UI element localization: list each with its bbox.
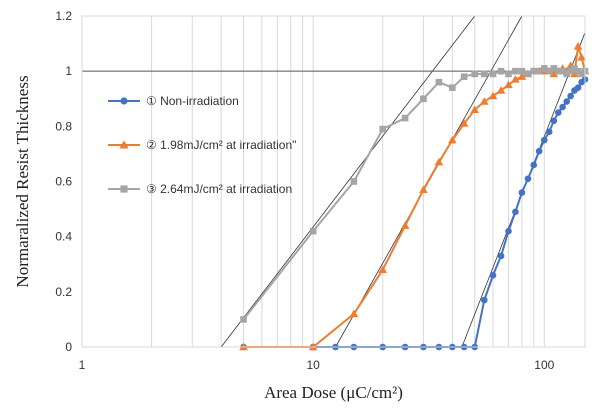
data-point (577, 53, 586, 61)
data-point (239, 342, 248, 351)
data-point (496, 86, 506, 94)
y-tick-label: 0.4 (55, 230, 72, 244)
data-point (550, 117, 558, 125)
data-point (549, 69, 559, 78)
data-point (550, 65, 558, 72)
series-2 (239, 42, 590, 351)
data-point (567, 92, 574, 100)
legend: ① Non-irradiation ② 1.98mJ/cm² at irradia… (108, 94, 296, 196)
legend-item: ③ 2.64mJ/cm² at irradiation (108, 182, 292, 196)
y-tick-label: 0.6 (55, 175, 72, 189)
data-point (488, 91, 498, 100)
data-point (545, 128, 553, 136)
data-point (401, 114, 409, 122)
data-point (535, 67, 543, 75)
data-point (435, 78, 443, 86)
series-group (239, 42, 590, 351)
data-point (559, 103, 566, 111)
x-axis-label: Area Dose (μC/cm²) (264, 383, 403, 402)
data-point (570, 69, 579, 78)
plot-border (81, 15, 586, 348)
data-point (571, 65, 578, 72)
x-tick-label: 10 (306, 358, 320, 372)
data-point (505, 227, 512, 235)
data-point (545, 67, 553, 75)
data-point (459, 119, 469, 127)
data-point (470, 105, 480, 114)
data-point (119, 140, 129, 149)
data-point (460, 73, 468, 80)
data-point (563, 70, 570, 78)
data-point (120, 185, 128, 193)
data-point (420, 95, 427, 103)
legend-label: ① Non-irradiation (146, 94, 239, 108)
y-axis-label: Normaralized Resist Thickness (13, 75, 32, 287)
y-tick-label: 0.2 (55, 285, 72, 299)
data-point (349, 309, 359, 318)
data-point (419, 185, 428, 193)
data-point (512, 67, 519, 75)
data-point (573, 42, 583, 50)
data-point (518, 189, 526, 196)
data-point (559, 67, 566, 75)
x-tick-label: 1 (79, 358, 86, 372)
x-tick-label: 100 (534, 358, 554, 372)
y-tick-label: 1 (65, 64, 72, 78)
data-point (479, 97, 489, 105)
data-point (497, 252, 505, 260)
data-point (530, 161, 538, 169)
data-point (448, 135, 457, 144)
data-point (350, 178, 358, 185)
data-point (378, 265, 388, 273)
data-point (240, 316, 247, 323)
data-point (120, 97, 128, 105)
data-point (400, 221, 410, 229)
data-point (524, 70, 532, 78)
data-point (524, 175, 532, 183)
data-point (535, 147, 543, 155)
series-3 (240, 65, 589, 323)
data-point (308, 342, 318, 351)
data-point (379, 125, 387, 133)
tick-labels: 0 0.2 0.4 0.6 0.8 1 1.2 1 10 100 (55, 9, 554, 372)
data-point (434, 157, 444, 166)
legend-item: ① Non-irradiation (108, 94, 239, 108)
data-point (449, 84, 456, 92)
y-tick-label: 0 (65, 340, 72, 354)
data-point (480, 296, 488, 304)
data-point (511, 75, 520, 83)
legend-item: ② 1.98mJ/cm² at irradiation" (108, 138, 296, 152)
data-point (518, 67, 526, 75)
data-point (480, 70, 488, 78)
legend-label: ③ 2.64mJ/cm² at irradiation (146, 182, 292, 196)
data-point (309, 227, 317, 235)
data-point (512, 208, 519, 216)
data-point (471, 70, 479, 78)
data-point (574, 84, 582, 92)
data-point (574, 67, 582, 75)
data-point (540, 136, 548, 144)
data-point (504, 80, 513, 89)
data-point (567, 67, 574, 75)
data-point (563, 98, 570, 105)
data-point (497, 67, 505, 75)
data-point (517, 72, 527, 80)
data-point (505, 70, 512, 78)
data-point (540, 65, 548, 72)
y-tick-label: 1.2 (55, 9, 72, 23)
data-point (489, 271, 497, 279)
legend-label: ② 1.98mJ/cm² at irradiation" (146, 138, 296, 152)
data-point (489, 70, 497, 78)
series-1 (240, 76, 589, 351)
y-tick-label: 0.8 (55, 119, 72, 133)
data-point (530, 67, 538, 75)
data-point (578, 70, 585, 78)
data-point (555, 109, 562, 116)
data-point (555, 67, 562, 75)
